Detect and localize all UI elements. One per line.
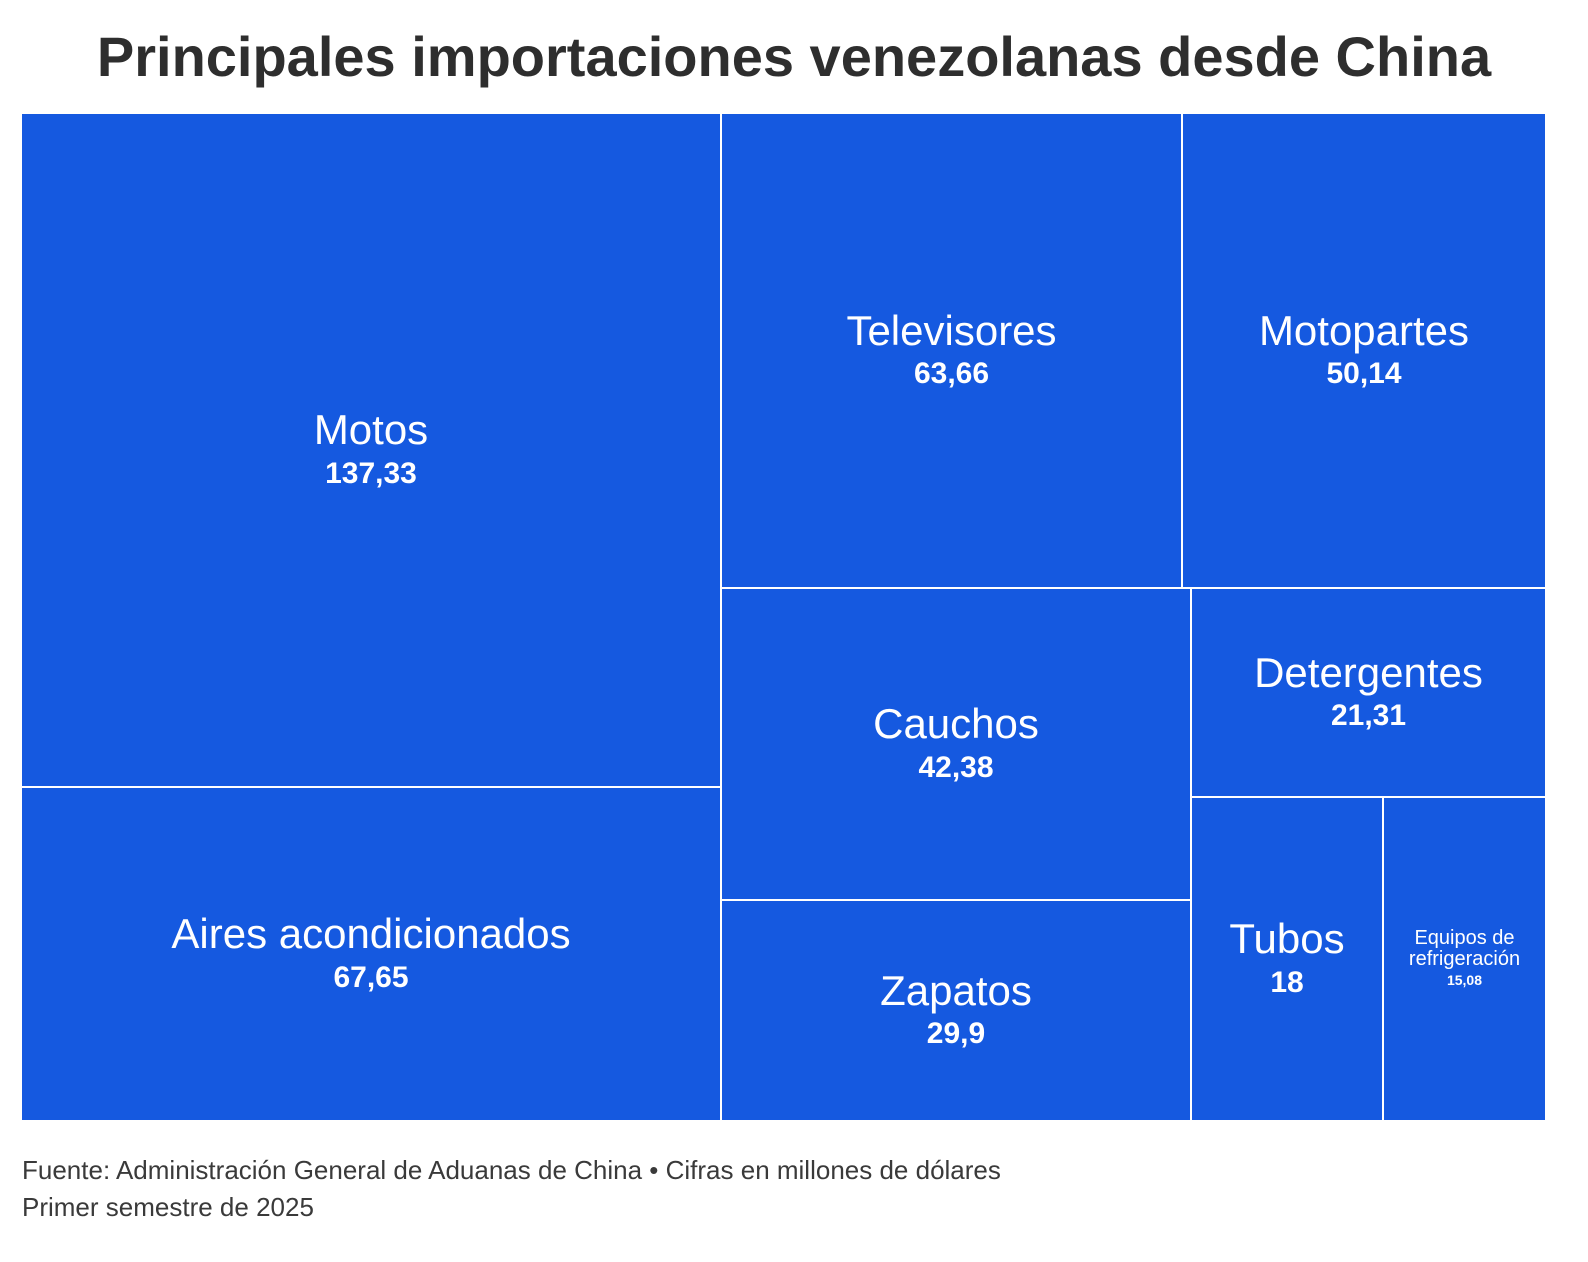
tile-label: Motos bbox=[313, 406, 429, 454]
treemap-tile: Cauchos 42,38 bbox=[722, 589, 1192, 901]
treemap-tile: Detergentes 21,31 bbox=[1192, 589, 1547, 798]
tile-value: 50,14 bbox=[1326, 357, 1402, 391]
tile-value: 63,66 bbox=[913, 357, 990, 391]
tile-value: 15,08 bbox=[1446, 971, 1483, 988]
treemap: Motos 137,33 Aires acondicionados 67,65 Tele… bbox=[22, 114, 1547, 1122]
tile-value: 29,9 bbox=[926, 1017, 986, 1051]
treemap-tile: Equipos de refrigeración 15,08 bbox=[1384, 798, 1547, 1122]
tile-value: 137,33 bbox=[325, 456, 417, 490]
tile-label: Zapatos bbox=[880, 966, 1032, 1014]
tile-label: Motopartes bbox=[1258, 306, 1470, 354]
tile-value: 42,38 bbox=[918, 750, 994, 784]
tile-label: Aires acondicionados bbox=[171, 910, 571, 958]
tile-label: Detergentes bbox=[1254, 648, 1483, 696]
chart-footer: Fuente: Administración General de Aduana… bbox=[22, 1152, 1001, 1226]
period-note: Primer semestre de 2025 bbox=[22, 1192, 314, 1222]
tile-label: Televisores bbox=[846, 306, 1057, 354]
treemap-tile: Motopartes 50,14 bbox=[1183, 114, 1547, 589]
treemap-tile: Tubos 18 bbox=[1192, 798, 1384, 1122]
tile-value: 67,65 bbox=[333, 960, 409, 994]
chart-title: Principales importaciones venezolanas de… bbox=[96, 25, 1492, 88]
source-note: Fuente: Administración General de Aduana… bbox=[22, 1155, 1001, 1185]
treemap-tile: Aires acondicionados 67,65 bbox=[22, 788, 722, 1122]
treemap-tile: Televisores 63,66 bbox=[722, 114, 1183, 589]
tile-label: Tubos bbox=[1229, 915, 1345, 963]
treemap-tile: Zapatos 29,9 bbox=[722, 901, 1192, 1122]
treemap-tile: Motos 137,33 bbox=[22, 114, 722, 788]
tile-value: 21,31 bbox=[1330, 699, 1407, 733]
tile-value: 18 bbox=[1270, 965, 1304, 999]
tile-label: Equipos de refrigeración bbox=[1408, 926, 1521, 970]
tile-label: Cauchos bbox=[873, 700, 1039, 748]
